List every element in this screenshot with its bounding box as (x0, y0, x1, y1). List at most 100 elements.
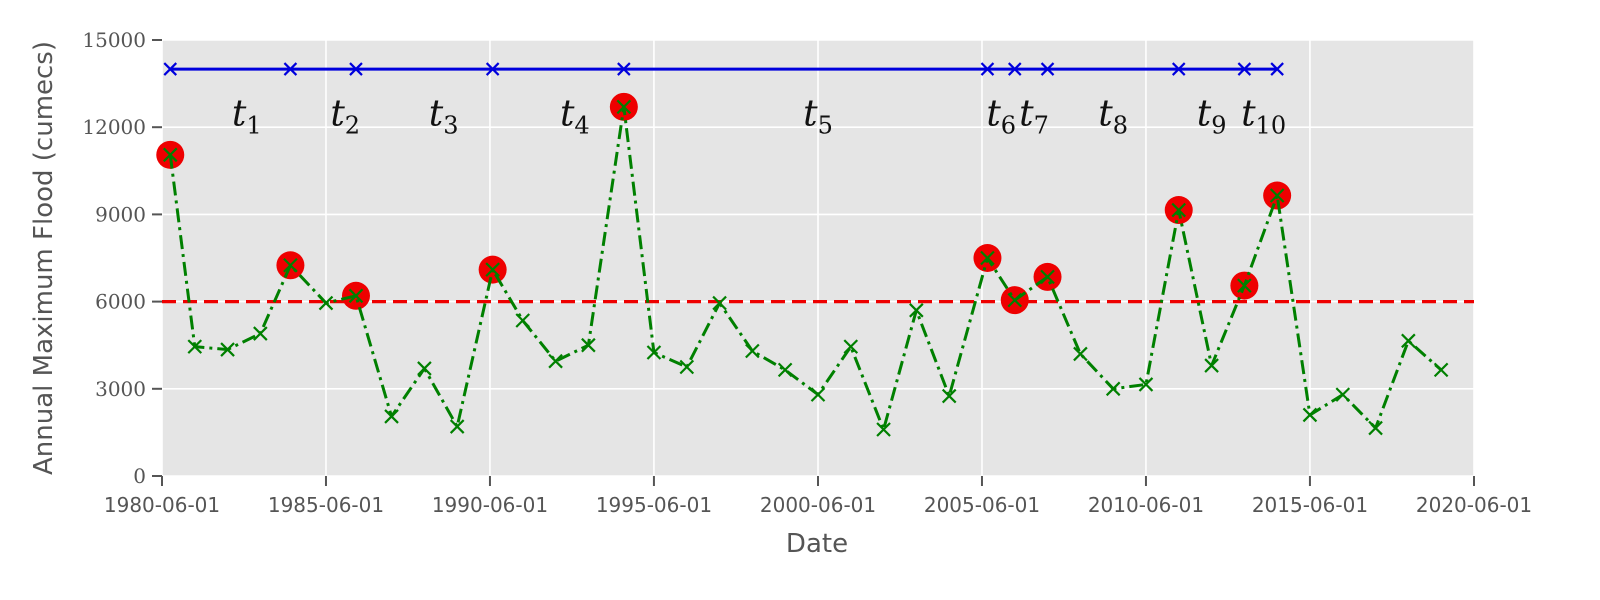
interval-label-subscript: 3 (443, 112, 458, 140)
y-tick-label: 3000 (95, 377, 146, 401)
data-point (253, 326, 268, 341)
interval-marker (1270, 62, 1284, 76)
marker-stroke (162, 147, 178, 163)
marker-stroke (1073, 346, 1088, 362)
marker-stroke (349, 62, 363, 76)
interval-label-subscript: 10 (1256, 112, 1287, 140)
data-point (1007, 292, 1023, 308)
data-point (876, 422, 891, 437)
marker-stroke (876, 422, 891, 437)
data-point (1040, 269, 1055, 285)
data-point (384, 409, 399, 424)
interval-marker (485, 62, 500, 76)
interval-label: t3 (429, 94, 459, 140)
marker-stroke (941, 388, 957, 404)
marker-stroke (617, 62, 631, 76)
interval-marker (1007, 62, 1022, 76)
y-tick-label: 12000 (82, 115, 146, 139)
data-point (1335, 387, 1351, 402)
marker-stroke (384, 409, 399, 424)
data-point (485, 262, 500, 277)
data-point (777, 362, 793, 378)
y-axis-title: Annual Maximum Flood (cumecs) (29, 41, 59, 475)
marker-stroke (1105, 381, 1121, 397)
interval-label-subscript: 8 (1113, 112, 1128, 140)
x-tick-label: 1985-06-01 (268, 493, 384, 517)
interval-marker (1040, 62, 1055, 76)
data-point (417, 361, 432, 376)
data-point (646, 345, 662, 360)
marker-stroke (909, 303, 924, 318)
interval-label-subscript: 1 (246, 112, 261, 140)
interval-labels: t1 t2 t3 t4 t5 t6 t7 t8 t9 t10 (232, 94, 1286, 140)
interval-label: t7 (1019, 94, 1049, 140)
data-point (745, 343, 760, 359)
x-tick-label: 2020-06-01 (1416, 493, 1532, 517)
marker-stroke (548, 353, 563, 369)
interval-label-base: t (429, 94, 444, 135)
marker-stroke (646, 345, 662, 360)
data-point (909, 303, 924, 318)
marker-stroke (485, 62, 500, 76)
interval-label: t5 (803, 94, 833, 140)
marker-stroke (1237, 278, 1252, 293)
data-point (1302, 407, 1318, 423)
interval-label: t10 (1241, 94, 1286, 140)
marker-stroke (843, 339, 859, 354)
x-tick-label: 2005-06-01 (924, 493, 1040, 517)
marker-stroke (1040, 62, 1055, 76)
data-point (1269, 188, 1285, 203)
marker-stroke (1401, 333, 1416, 349)
marker-stroke (187, 339, 203, 354)
y-tick-label: 0 (133, 464, 146, 488)
data-point (283, 257, 298, 273)
marker-stroke (485, 262, 500, 277)
data-point (980, 250, 995, 266)
marker-stroke (348, 288, 364, 304)
marker-stroke (283, 257, 298, 273)
y-tick-label: 9000 (95, 202, 146, 226)
marker-stroke (1237, 62, 1252, 76)
interval-label-subscript: 5 (818, 112, 833, 140)
data-point (187, 339, 203, 354)
data-point (1401, 333, 1416, 349)
marker-stroke (1040, 269, 1055, 285)
marker-stroke (1368, 420, 1383, 436)
x-tick-label: 2010-06-01 (1088, 493, 1204, 517)
interval-marker (283, 62, 298, 76)
y-tick-label: 15000 (82, 28, 146, 52)
interval-label-base: t (1098, 94, 1113, 135)
marker-stroke (1270, 62, 1284, 76)
marker-stroke (1138, 377, 1154, 392)
interval-marker (980, 62, 995, 76)
interval-label-base: t (330, 94, 345, 135)
interval-label: t2 (330, 94, 360, 140)
interval-label-base: t (1241, 94, 1256, 135)
marker-stroke (1007, 62, 1022, 76)
data-point (318, 295, 334, 311)
marker-stroke (777, 362, 793, 378)
marker-stroke (679, 359, 695, 375)
marker-stroke (449, 419, 465, 434)
marker-stroke (283, 62, 298, 76)
marker-stroke (1335, 387, 1351, 402)
y-tick-label: 6000 (95, 290, 146, 314)
data-point (941, 388, 957, 404)
interval-label: t9 (1197, 94, 1227, 140)
marker-stroke (980, 250, 995, 266)
interval-label-subscript: 4 (574, 112, 589, 140)
data-point (548, 353, 563, 369)
interval-label-base: t (803, 94, 818, 135)
data-point (1073, 346, 1088, 362)
interval-marker (1237, 62, 1252, 76)
marker-stroke (745, 343, 760, 359)
interval-label-subscript: 7 (1034, 112, 1049, 140)
marker-stroke (1171, 202, 1187, 218)
marker-stroke (1433, 362, 1449, 378)
data-point (1204, 358, 1219, 373)
marker-stroke (253, 326, 268, 341)
marker-stroke (1204, 358, 1219, 373)
data-point (1105, 381, 1121, 397)
interval-label: t1 (232, 94, 262, 140)
